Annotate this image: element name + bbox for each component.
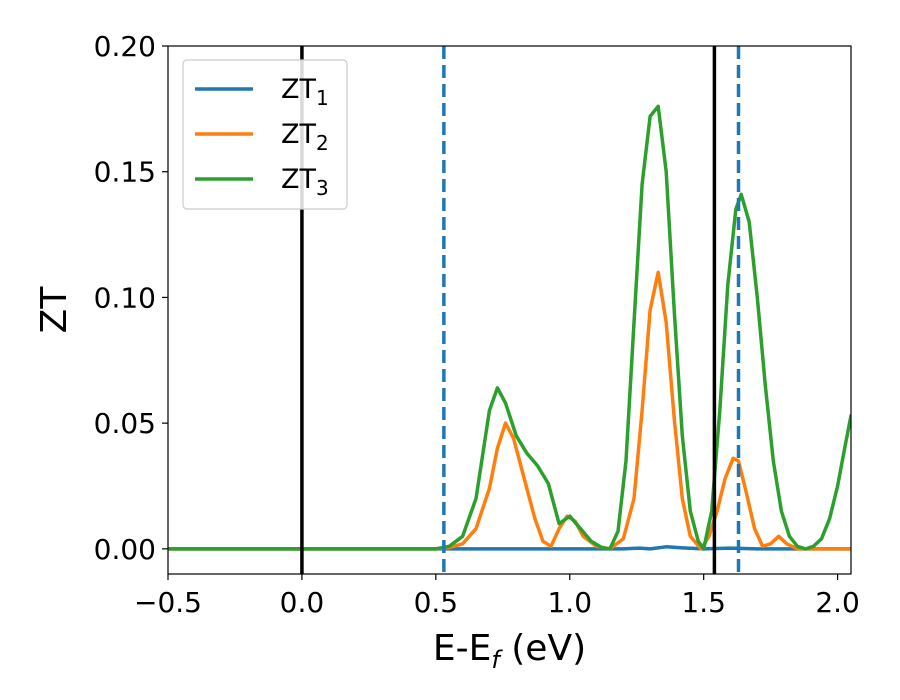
x-tick-label: −0.5 [134,586,202,619]
series-line-zt1 [168,545,851,551]
y-tick-label: 0.20 [94,30,156,63]
y-tick-label: 0.10 [94,281,156,314]
legend-label-zt3: ZT3 [281,164,329,200]
x-tick-label: 1.5 [681,586,726,619]
legend-label-zt1: ZT1 [281,74,329,110]
y-axis-label: ZT [34,286,75,334]
x-tick-label: 1.0 [547,586,592,619]
y-tick-label: 0.15 [94,156,156,189]
series-line-zt3 [168,104,851,551]
plot-frame [167,45,852,575]
x-tick-label: 2.0 [815,586,860,619]
axis-ticks: −0.5 0.0 0.5 1.0 1.5 2.0 0.00 0.05 0.10 0.15 0.20 [94,30,860,619]
x-tick-label: 0.5 [414,586,459,619]
legend-box [182,59,348,210]
legend: ZT1 ZT2 ZT3 [182,59,348,210]
y-tick-label: 0.00 [94,533,156,566]
x-axis-label: E-Ef (eV) [433,628,586,674]
y-tick-label: 0.05 [94,407,156,440]
legend-label-zt2: ZT2 [281,119,329,155]
series-line-zt2 [168,270,851,551]
x-tick-label: 0.0 [280,586,325,619]
